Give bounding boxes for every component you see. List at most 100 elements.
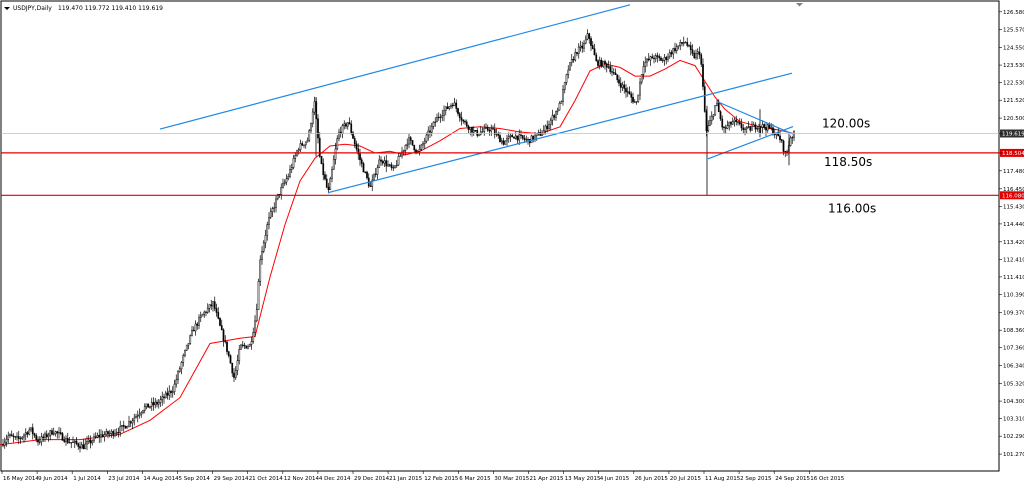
x-tick-label: 26 Jun 2015 [635,476,669,482]
y-tick-label: 126.580 [1003,10,1024,16]
candle [588,32,591,44]
time-axis[interactable]: 16 May 2014 9 Jun 2014 1 Jul 2014 23 Jul 20… [1,471,845,482]
candle [282,178,284,189]
candle [364,171,367,174]
y-tick-label: 125.570 [1003,28,1024,34]
candle [12,433,15,443]
candle [625,84,627,98]
candle [696,48,699,60]
price-axis[interactable]: 126.580 125.570 124.550 123.530 122.530 121.5… [999,10,1024,458]
candle [208,304,211,313]
candle [780,138,783,143]
candle [700,52,703,67]
candle [72,436,74,443]
candle [639,77,641,101]
candle [194,320,197,336]
candle [311,108,314,128]
candle [397,153,400,166]
candle [86,436,88,451]
candle [581,41,584,53]
candle [273,202,276,213]
candle [303,144,305,149]
candle [206,303,209,314]
candle [411,140,414,146]
candle [135,413,137,419]
candle [784,150,787,158]
candle [280,183,283,200]
candle [717,99,720,113]
candle [616,74,619,83]
candle [191,326,193,337]
candle [322,158,325,181]
x-tick-label: 14 Aug 2014 [143,476,179,482]
candle [229,354,232,364]
trend-line-triangle-upper[interactable] [716,100,794,135]
candle [173,379,176,395]
candle [5,434,8,447]
candle [268,212,270,230]
candle [210,299,213,310]
candle [679,39,682,51]
candle [23,433,25,443]
trend-line-channel-lower[interactable] [327,72,793,194]
levels-layer[interactable]: 120.00s 119.619 118.50s 118.504 116.00s 116.0… [1,117,1024,216]
candle [30,427,32,433]
price-tag-text: 119.619 [1002,132,1024,138]
candle [199,311,202,323]
candle [633,99,636,103]
candle [252,327,255,344]
candle [366,170,368,180]
candle [731,117,734,125]
scroll-marker-icon[interactable] [796,3,803,7]
x-tick-label: 5 Sep 2014 [179,476,211,482]
candle [749,125,752,133]
candle [504,140,507,145]
candle [446,102,449,110]
y-tick-label: 116.450 [1003,187,1024,193]
candle [656,52,659,63]
candle [380,156,382,166]
candle [549,117,552,131]
candle [474,130,477,132]
candle [595,52,598,62]
candle [108,429,111,438]
candle [602,60,605,68]
candle [754,122,757,133]
candle [77,442,80,450]
candle [434,117,437,127]
candle [313,96,316,115]
candle [425,132,428,144]
candle [674,42,676,54]
candle [467,124,470,134]
x-tick-label: 20 Jul 2015 [670,476,702,482]
candle [541,130,543,137]
candle [33,432,36,438]
candle [343,120,346,130]
candle [500,137,503,145]
price-tag-text: 116.080 [1002,194,1024,200]
candle [107,430,109,439]
x-tick-label: 24 Sep 2015 [775,476,810,482]
trend-line-channel-upper[interactable] [159,4,631,130]
price-tag [1000,148,1024,157]
candle [448,106,451,111]
candle [187,343,190,350]
collapse-arrow-icon[interactable] [4,7,10,10]
candle [16,432,18,441]
x-tick-label: 13 May 2015 [565,476,601,482]
candle [213,296,216,312]
candle [143,403,146,414]
candle [653,55,655,64]
ohlc-readout: 119.470 119.772 119.410 119.619 [58,5,163,12]
candle [609,61,612,75]
drawings-layer[interactable] [159,4,794,194]
candle [264,229,267,249]
candle [301,141,304,146]
candle [548,120,550,131]
candle [37,436,39,446]
candle [576,51,578,57]
candle [471,126,473,137]
candle [184,349,186,358]
